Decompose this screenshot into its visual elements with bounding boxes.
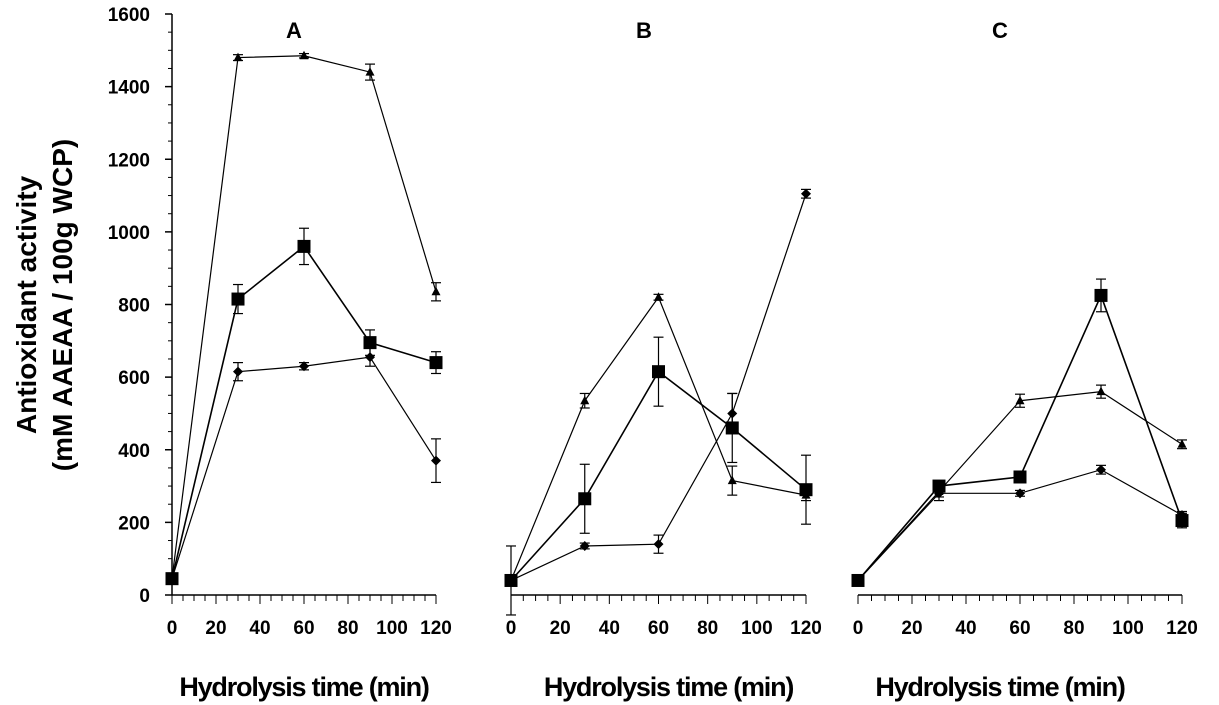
x-tick-label: 100 (376, 618, 408, 639)
series-triangle (853, 384, 1187, 584)
data-point-diamond (934, 488, 944, 499)
x-tick-label: 0 (506, 618, 517, 639)
x-tick-label: 60 (648, 618, 669, 639)
y-tick-label: 800 (118, 296, 150, 317)
data-point-diamond (1015, 488, 1025, 499)
x-tick-label: 120 (1166, 618, 1198, 639)
data-point-diamond (365, 352, 375, 363)
data-point-triangle (299, 50, 309, 60)
data-point-diamond (506, 575, 516, 586)
data-point-square (652, 365, 665, 379)
data-point-diamond (1096, 464, 1106, 475)
x-tick-label: 0 (853, 618, 864, 639)
series-line (171, 245, 437, 579)
data-point-triangle (1177, 439, 1187, 448)
x-tick-label: 120 (790, 618, 822, 639)
data-point-triangle (233, 52, 243, 62)
y-tick-label: 1400 (108, 78, 150, 99)
x-tick-label: 80 (1063, 618, 1084, 639)
x-tick-label: 40 (599, 618, 620, 639)
data-point-diamond (431, 455, 441, 466)
data-point-square (1094, 288, 1108, 302)
data-point-square (363, 336, 377, 350)
x-axis-label: Hydrolysis time (min) (179, 672, 429, 702)
x-tick-label: 60 (293, 618, 314, 639)
series-line (857, 391, 1183, 581)
data-point-triangle (580, 395, 590, 405)
series-diamond (506, 188, 811, 586)
x-tick-label: 100 (1112, 618, 1144, 639)
data-point-square (799, 483, 813, 497)
series-diamond (853, 464, 1187, 586)
y-tick-label: 200 (118, 513, 150, 534)
data-point-square (429, 356, 443, 370)
series-triangle (167, 50, 441, 583)
data-point-diamond (801, 188, 811, 199)
series-line (171, 356, 437, 579)
x-tick-label: 40 (955, 618, 976, 639)
x-tick-label: 60 (1009, 618, 1030, 639)
data-point-diamond (167, 573, 177, 584)
panel-C: 0 20 40 60 80 100 120 C Hydrolysis time (min) (851, 18, 1198, 702)
data-point-diamond (233, 366, 243, 377)
data-point-square (1013, 470, 1027, 484)
x-tick-label: 20 (205, 618, 226, 639)
y-axis-label-line-2: (mM AAEAA / 100g WCP) (47, 139, 78, 471)
y-tick-label: 0 (139, 586, 150, 607)
x-axis-label: Hydrolysis time (min) (544, 672, 794, 702)
y-tick-label: 1200 (108, 150, 150, 171)
x-tick-label: 100 (741, 618, 773, 639)
y-tick-label: 1600 (108, 5, 150, 26)
data-point-diamond (579, 540, 590, 551)
data-point-square (231, 292, 245, 306)
y-axis-label-line-1: Antioxidant activity (11, 175, 42, 434)
data-point-triangle (365, 67, 375, 76)
x-axis-label: Hydrolysis time (min) (875, 672, 1125, 702)
x-tick-label: 0 (167, 618, 178, 639)
data-point-triangle (1096, 386, 1106, 396)
panel-A: 0 200 400 600 800 1000 1200 1400 1600 0 20 40 60 80 10… (108, 5, 452, 702)
y-tick-label: 400 (118, 441, 150, 462)
x-tick-label: 80 (337, 618, 358, 639)
x-tick-label: 80 (697, 618, 718, 639)
panel-label: A (286, 18, 302, 43)
series-line (857, 469, 1183, 581)
panel-label: B (636, 18, 652, 43)
y-tick-label: 600 (118, 368, 150, 389)
data-point-diamond (727, 408, 738, 419)
data-point-diamond (1177, 510, 1187, 521)
x-tick-label: 120 (420, 618, 452, 639)
y-tick-label: 1000 (108, 223, 150, 244)
series-square (165, 227, 443, 586)
data-point-triangle (431, 286, 441, 296)
panel-B: 0 20 40 60 80 100 120 B Hydrolysis time (min) (504, 18, 822, 702)
x-tick-label: 40 (249, 618, 270, 639)
data-point-diamond (853, 575, 863, 586)
data-point-triangle (1015, 395, 1025, 405)
series-square (851, 278, 1189, 587)
series-line (171, 55, 437, 579)
data-point-diamond (653, 539, 664, 550)
data-point-diamond (299, 361, 309, 372)
series-diamond (167, 347, 441, 584)
panel-label: C (992, 18, 1008, 43)
data-point-square (1175, 514, 1189, 528)
data-point-triangle (654, 292, 663, 301)
series-line (857, 293, 1183, 581)
data-point-square (578, 492, 592, 506)
series-square (504, 336, 813, 616)
x-tick-label: 20 (550, 618, 571, 639)
x-tick-label: 20 (901, 618, 922, 639)
data-point-triangle (727, 475, 737, 485)
data-point-square (297, 239, 311, 253)
